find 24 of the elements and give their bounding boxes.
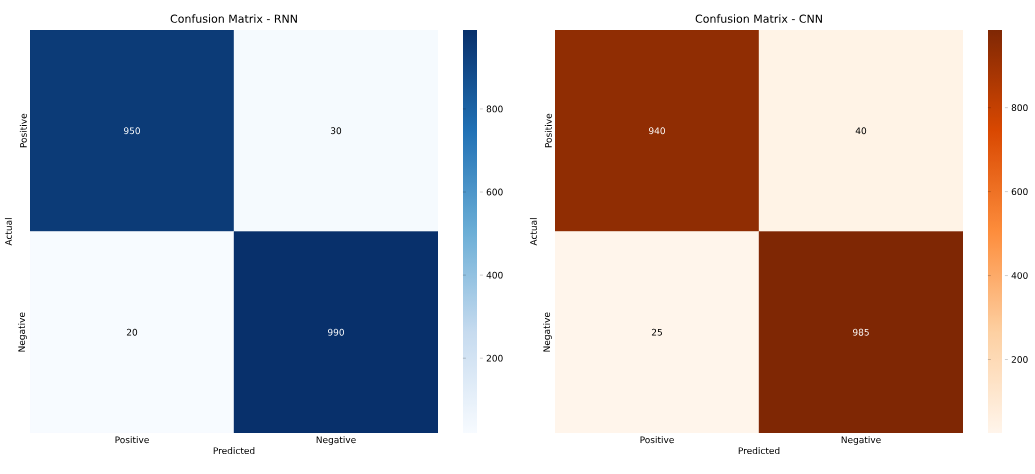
data-label: 940 [648,127,665,135]
color-bar-label: 600 [1011,188,1028,196]
color-bar-label: 200 [486,354,503,362]
data-label: 985 [852,328,869,336]
x-axis-title: Predicted [213,447,255,455]
color-bar-label: 800 [486,105,503,113]
color-bar-label: 400 [486,271,503,279]
y-axis-title: Actual [529,218,537,246]
data-label: 950 [123,127,140,135]
x-axis-title: Predicted [738,447,780,455]
y-axis-title: Actual [4,218,12,246]
chart-title: Confusion Matrix - RNN [170,14,297,23]
color-bar-label: 600 [486,188,503,196]
data-label: 20 [126,328,138,336]
x-tick-label: Positive [640,436,674,444]
x-tick-label: Negative [841,436,881,445]
chart-title: Confusion Matrix - CNN [695,14,822,23]
x-tick-label: Positive [115,436,149,444]
x-tick-label: Negative [316,436,356,445]
color-bar-label: 200 [1011,356,1028,363]
color-bar-label: 800 [1011,104,1028,112]
data-label: 25 [651,328,662,336]
color-bar-label: 400 [1011,272,1028,279]
data-label: 990 [327,328,344,336]
